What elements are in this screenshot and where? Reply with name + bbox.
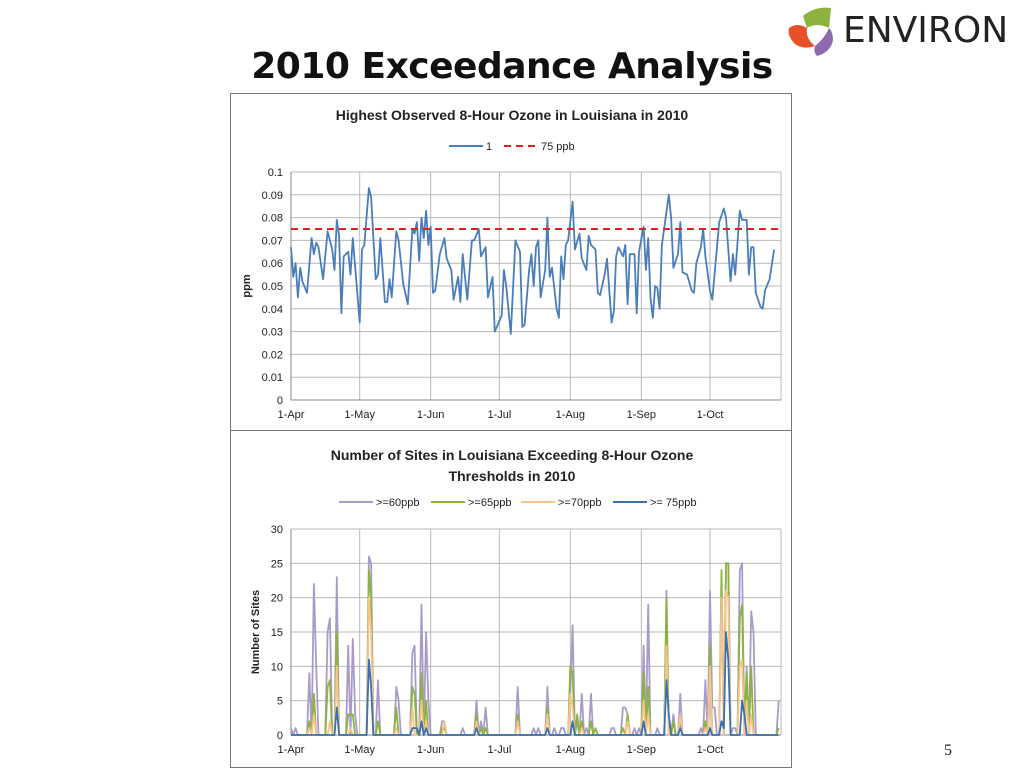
y-tick-label: 20 (271, 593, 283, 605)
x-tick-label: 1-Apr (278, 744, 305, 756)
logo-text: ENVIRON (843, 10, 1009, 51)
series-line-0 (290, 187, 775, 335)
y-axis-label: ppm (241, 274, 253, 297)
sites-chart-frame: Number of Sites in Louisiana Exceeding 8… (230, 430, 792, 768)
x-tick-label: 1-Sep (627, 409, 656, 421)
y-tick-label: 5 (277, 696, 283, 708)
series-line-1 (291, 562, 780, 736)
chart-title: Highest Observed 8-Hour Ozone in Louisia… (336, 107, 689, 123)
x-tick-label: 1-Aug (556, 409, 585, 421)
x-tick-label: 1-May (344, 744, 375, 756)
y-tick-label: 25 (271, 558, 283, 570)
legend-label: >=65ppb (468, 497, 511, 509)
chart-title: Number of Sites in Louisiana Exceeding 8… (331, 447, 694, 463)
y-tick-label: 0 (277, 395, 283, 407)
x-tick-label: 1-Sep (627, 744, 656, 756)
legend-label: 1 (486, 141, 492, 153)
series-line-0 (290, 555, 780, 736)
x-tick-label: 1-Oct (697, 409, 724, 421)
page-number: 5 (944, 742, 952, 759)
y-tick-label: 0.01 (262, 372, 283, 384)
y-tick-label: 0 (277, 730, 283, 742)
y-tick-label: 0.07 (262, 235, 283, 247)
chart-title: Thresholds in 2010 (449, 468, 576, 484)
x-tick-label: 1-Oct (697, 744, 724, 756)
series-line-2 (291, 589, 779, 736)
y-tick-label: 0.04 (262, 304, 283, 316)
y-tick-label: 0.05 (262, 281, 283, 293)
y-tick-label: 0.03 (262, 327, 283, 339)
legend-label: >=60ppb (376, 497, 419, 509)
x-tick-label: 1-Jul (487, 744, 511, 756)
x-tick-label: 1-Apr (278, 409, 305, 421)
legend-label: >= 75ppb (650, 497, 697, 509)
legend-label: >=70ppb (558, 497, 601, 509)
series-line-3 (291, 631, 779, 736)
y-tick-label: 10 (271, 661, 283, 673)
x-tick-label: 1-Jun (417, 744, 445, 756)
environ-logo: ENVIRON (785, 4, 1015, 58)
x-tick-label: 1-Jun (417, 409, 445, 421)
ozone-chart-frame: Highest Observed 8-Hour Ozone in Louisia… (230, 93, 792, 431)
y-tick-label: 0.02 (262, 349, 283, 361)
x-tick-label: 1-Jul (487, 409, 511, 421)
x-tick-label: 1-Aug (556, 744, 585, 756)
sites-line-chart: Number of Sites in Louisiana Exceeding 8… (250, 447, 782, 756)
y-tick-label: 0.08 (262, 213, 283, 225)
y-tick-label: 0.09 (262, 190, 283, 202)
ozone-line-chart: Highest Observed 8-Hour Ozone in Louisia… (241, 107, 782, 421)
y-tick-label: 0.06 (262, 258, 283, 270)
y-axis-label: Number of Sites (250, 590, 262, 674)
y-tick-label: 15 (271, 627, 283, 639)
legend-label: 75 ppb (541, 141, 575, 153)
x-tick-label: 1-May (344, 409, 375, 421)
y-tick-label: 0.1 (268, 167, 283, 179)
slide-title: 2010 Exceedance Analysis (251, 46, 773, 87)
logo-mark-icon (788, 7, 833, 56)
y-tick-label: 30 (271, 524, 283, 536)
